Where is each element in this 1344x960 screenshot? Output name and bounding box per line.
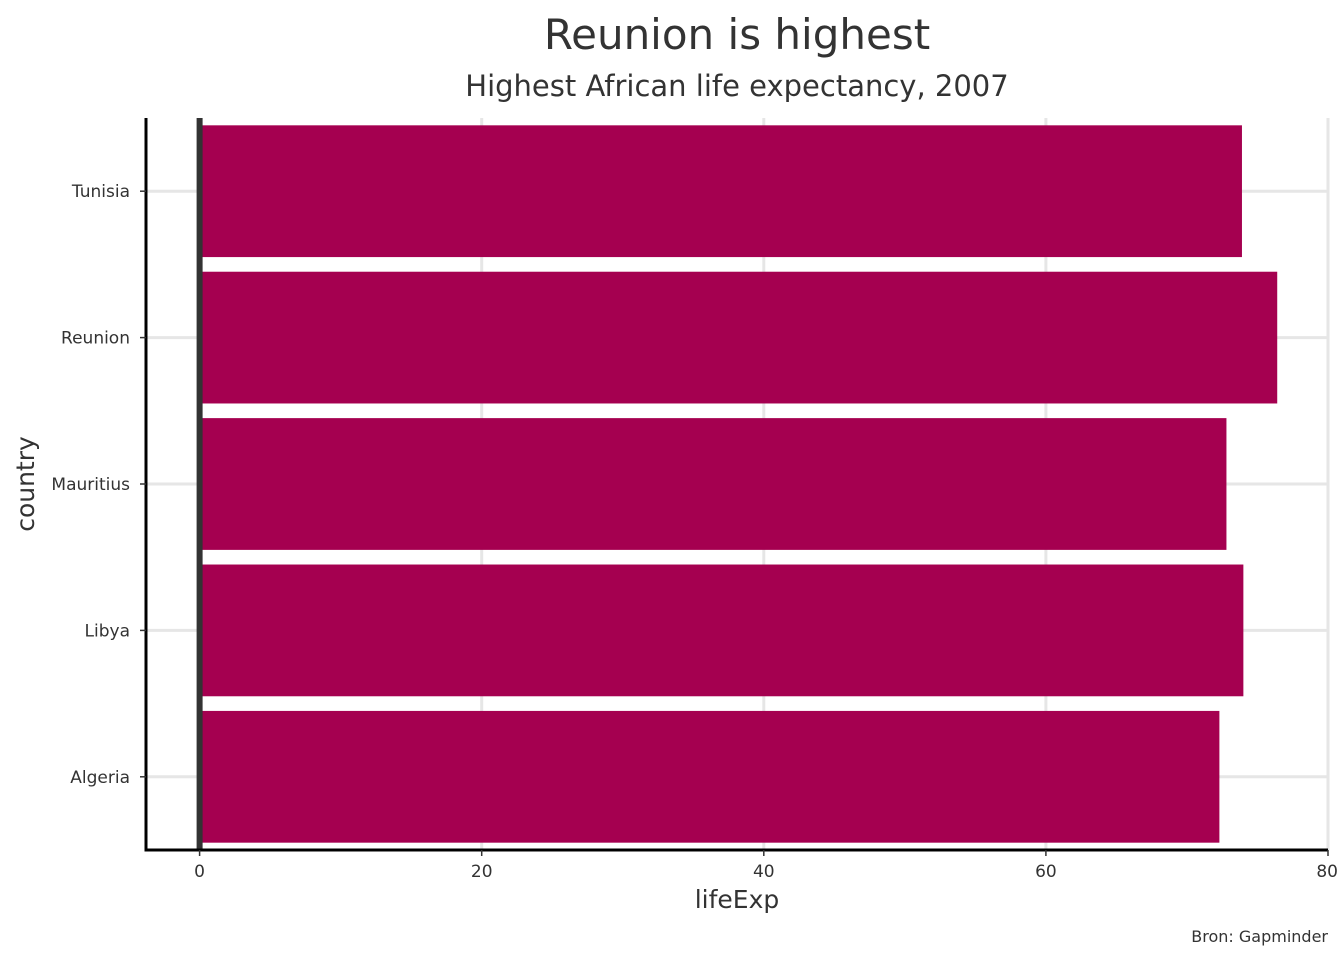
x-tick-label: 20 bbox=[471, 862, 493, 882]
y-axis-title: country bbox=[11, 436, 40, 532]
y-tick-label: Reunion bbox=[61, 329, 130, 349]
x-tick-label: 80 bbox=[1316, 862, 1338, 882]
y-tick-label: Tunisia bbox=[71, 182, 130, 202]
y-tick-label: Libya bbox=[85, 621, 130, 641]
chart-caption: Bron: Gapminder bbox=[1191, 927, 1328, 946]
x-axis-ticks: 0 20 40 60 80 bbox=[194, 850, 1338, 882]
bar-libya bbox=[199, 564, 1244, 697]
bars bbox=[199, 125, 1278, 843]
bar-reunion bbox=[199, 271, 1278, 404]
x-axis-title: lifeExp bbox=[695, 885, 780, 914]
y-tick-label: Algeria bbox=[70, 768, 130, 788]
bar-algeria bbox=[199, 710, 1220, 843]
x-tick-label: 40 bbox=[753, 862, 775, 882]
bar-tunisia bbox=[199, 125, 1242, 258]
chart-subtitle: Highest African life expectancy, 2007 bbox=[465, 69, 1008, 103]
x-tick-label: 0 bbox=[194, 862, 205, 882]
bar-mauritius bbox=[199, 418, 1227, 550]
y-tick-label: Mauritius bbox=[51, 475, 130, 495]
chart-title: Reunion is highest bbox=[544, 10, 930, 59]
x-tick-label: 60 bbox=[1035, 862, 1057, 882]
y-axis-ticks: Tunisia Reunion Mauritius Libya Algeria bbox=[51, 182, 146, 788]
